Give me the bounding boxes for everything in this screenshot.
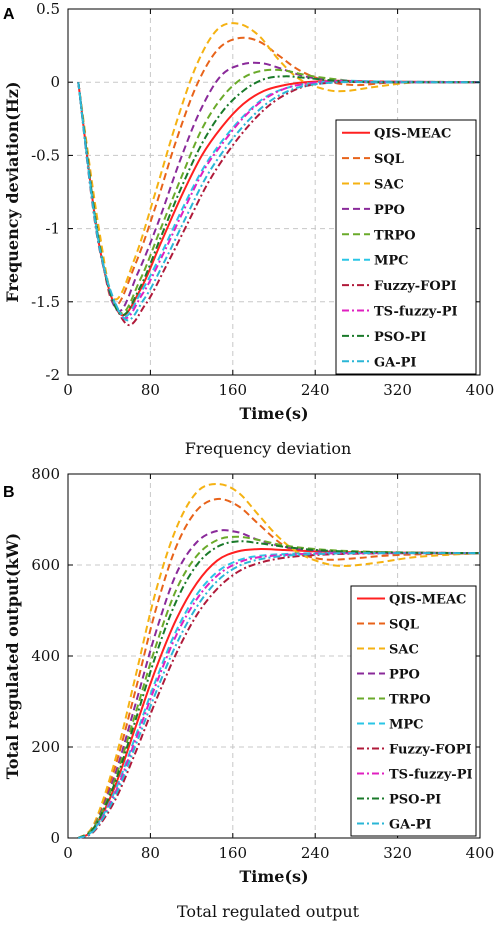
legend-label: QIS-MEAC — [374, 127, 451, 142]
legend-box — [335, 119, 477, 375]
legend-label: GA-PI — [374, 355, 416, 370]
series-line-sql — [77, 497, 481, 839]
x-tick-label: 400 — [466, 844, 495, 862]
series-line-ga-pi — [77, 552, 480, 839]
y-tick-label: 800 — [31, 465, 60, 483]
panel-a-series — [77, 22, 481, 326]
panel-b-letter: B — [3, 484, 15, 501]
legend-label: PPO — [374, 203, 405, 218]
panel-b-xlabel: Time(s) — [239, 867, 308, 886]
legend-label: SAC — [389, 643, 419, 658]
legend-label: PSO-PI — [374, 330, 426, 345]
y-tick-label: -1 — [45, 220, 60, 238]
series-line-sac — [77, 483, 481, 839]
legend-label: Fuzzy-FOPI — [374, 279, 457, 294]
series-line-pso-pi — [77, 75, 481, 317]
x-tick-label: 160 — [218, 381, 247, 399]
x-tick-label: 320 — [383, 381, 412, 399]
x-tick-label: 400 — [466, 381, 495, 399]
series-line-ts-fuzzy-pi — [77, 552, 480, 839]
y-tick-label: 600 — [31, 556, 60, 574]
legend-label: MPC — [389, 718, 424, 733]
y-tick-label: 0 — [50, 73, 60, 91]
panel-a: A 0 80 160 240 320 400 0.5 0 -0.5 -1 -1.5 -2 Time(… — [3, 0, 494, 458]
y-tick-label: -0.5 — [31, 146, 60, 164]
y-tick-label: 0 — [50, 829, 60, 847]
y-tick-label: 200 — [31, 738, 60, 756]
y-tick-label: 0.5 — [36, 0, 60, 18]
panel-a-caption: Frequency deviation — [185, 439, 352, 458]
x-tick-label: 160 — [218, 844, 247, 862]
panel-b-yticks: 0 200 400 600 800 — [31, 465, 480, 847]
panel-a-legend: QIS-MEAC SQL SAC PPO TRPO MPC Fuzzy-FOPI TS-fuz… — [335, 119, 477, 375]
y-tick-label: 400 — [31, 647, 60, 665]
series-line-pso-pi — [77, 540, 481, 839]
legend-label: PSO-PI — [389, 793, 441, 808]
y-tick-label: -1.5 — [31, 293, 60, 311]
x-tick-label: 240 — [301, 844, 330, 862]
series-line-ga-pi — [77, 80, 481, 322]
y-tick-label: -2 — [45, 366, 60, 384]
legend-box — [350, 585, 477, 837]
x-tick-label: 0 — [63, 844, 73, 862]
legend-label: Fuzzy-FOPI — [389, 743, 472, 758]
x-tick-label: 240 — [301, 381, 330, 399]
panel-b-xticks: 0 80 160 240 320 400 — [63, 474, 494, 862]
x-tick-label: 80 — [141, 844, 160, 862]
x-tick-label: 320 — [383, 844, 412, 862]
panel-b-legend: QIS-MEAC SQL SAC PPO TRPO MPC Fuzzy-FOPI TS-fuz… — [350, 585, 477, 837]
x-tick-label: 80 — [141, 381, 160, 399]
legend-label: QIS-MEAC — [389, 593, 466, 608]
series-line-fuzzy-fopi — [77, 552, 481, 839]
panel-a-xticks: 0 80 160 240 320 400 — [63, 9, 494, 399]
series-line-sac — [77, 22, 481, 301]
legend-label: TS-fuzzy-PI — [389, 768, 473, 783]
x-tick-label: 0 — [63, 381, 73, 399]
legend-label: SQL — [389, 618, 419, 633]
panel-b-ylabel: Total regulated output(kW) — [3, 533, 22, 779]
panel-a-xlabel: Time(s) — [239, 404, 308, 423]
series-line-ts-fuzzy-pi — [77, 79, 481, 320]
legend-label: PPO — [389, 668, 420, 683]
panel-a-letter: A — [3, 6, 15, 23]
legend-label: MPC — [374, 254, 409, 269]
panel-a-yticks: 0.5 0 -0.5 -1 -1.5 -2 — [31, 0, 480, 384]
panel-a-ylabel: Frequency deviation(Hz) — [3, 81, 22, 302]
legend-label: SQL — [374, 152, 404, 167]
panel-b-caption: Total regulated output — [177, 902, 360, 921]
legend-label: TRPO — [389, 693, 431, 708]
legend-label: TRPO — [374, 228, 416, 243]
legend-label: GA-PI — [389, 818, 431, 833]
legend-label: SAC — [374, 178, 404, 193]
panel-b-series — [77, 483, 481, 839]
legend-label: TS-fuzzy-PI — [374, 305, 458, 320]
